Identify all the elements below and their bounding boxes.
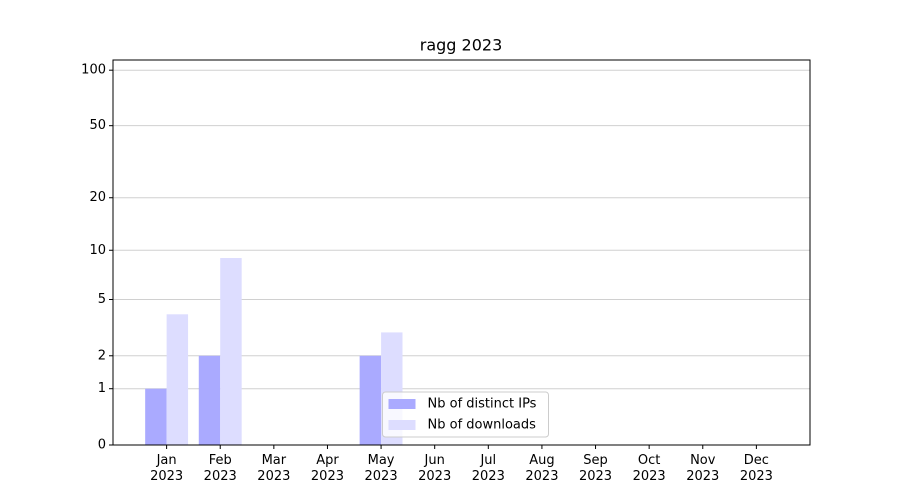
bar bbox=[145, 388, 167, 445]
y-tick-label: 50 bbox=[89, 118, 106, 133]
chart-title: ragg 2023 bbox=[420, 36, 503, 55]
x-tick-label: Jul 2023 bbox=[471, 453, 505, 484]
y-tick-label: 10 bbox=[89, 243, 106, 258]
legend-label: Nb of downloads bbox=[428, 418, 537, 433]
x-tick-label: Jan 2023 bbox=[150, 453, 184, 484]
x-tick-label: Dec 2023 bbox=[739, 453, 773, 484]
y-tick-label: 1 bbox=[98, 381, 106, 396]
legend-swatch bbox=[388, 420, 416, 430]
legend-swatch bbox=[388, 399, 416, 409]
x-tick-label: Feb 2023 bbox=[203, 453, 237, 484]
y-tick-label: 5 bbox=[98, 292, 106, 307]
x-tick-label: Aug 2023 bbox=[525, 453, 559, 484]
bar bbox=[359, 355, 382, 445]
plot-frame bbox=[112, 59, 811, 446]
x-tick-label: May 2023 bbox=[364, 453, 398, 484]
x-tick-label: Oct 2023 bbox=[632, 453, 666, 484]
x-tick-label: Mar 2023 bbox=[257, 453, 291, 484]
y-tick-label: 0 bbox=[98, 438, 106, 453]
x-tick-label: Jun 2023 bbox=[418, 453, 452, 484]
bar bbox=[198, 355, 221, 445]
x-tick-label: Sep 2023 bbox=[578, 453, 613, 484]
y-tick-label: 20 bbox=[89, 190, 106, 205]
legend-box bbox=[382, 391, 549, 438]
x-tick-label: Nov 2023 bbox=[686, 453, 720, 484]
bar bbox=[220, 257, 242, 445]
legend-label: Nb of distinct IPs bbox=[428, 397, 537, 412]
x-tick-label: Apr 2023 bbox=[310, 453, 344, 484]
y-tick-label: 2 bbox=[98, 348, 106, 363]
y-tick-label: 100 bbox=[81, 63, 106, 78]
bar bbox=[166, 314, 189, 445]
